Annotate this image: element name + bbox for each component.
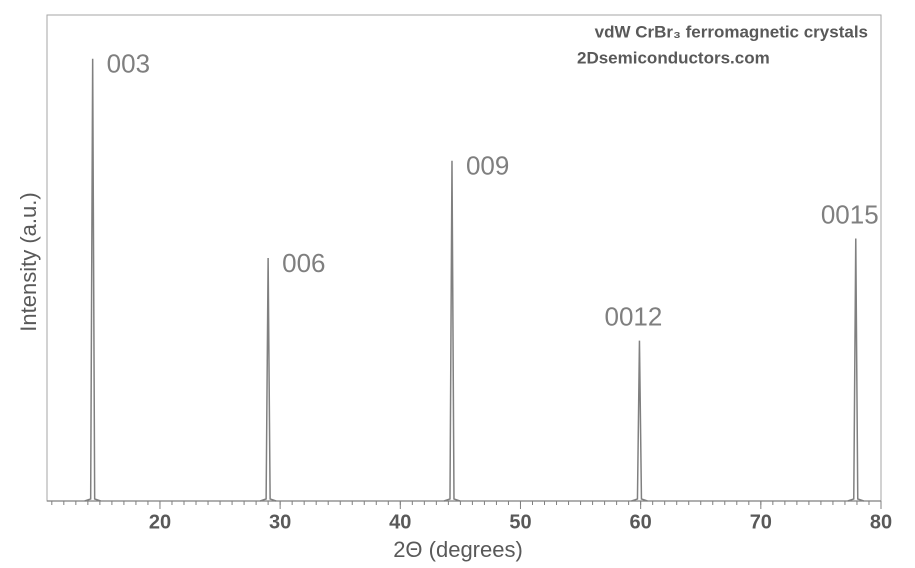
peak-label: 0015 — [821, 199, 879, 229]
y-axis-label: Intensity (a.u.) — [16, 192, 41, 331]
x-tick-label: 40 — [389, 511, 411, 533]
x-axis-label: 2Θ (degrees) — [393, 537, 523, 562]
peak-label: 003 — [107, 49, 150, 79]
peak-label: 006 — [282, 248, 325, 278]
peak-label: 0012 — [605, 301, 663, 331]
chart-subtitle: 2Dsemiconductors.com — [577, 48, 770, 67]
x-tick-label: 50 — [509, 511, 531, 533]
x-tick-label: 70 — [750, 511, 772, 533]
x-tick-label: 30 — [269, 511, 291, 533]
x-tick-label: 20 — [149, 511, 171, 533]
peak — [84, 58, 101, 502]
x-tick-label: 60 — [630, 511, 652, 533]
peak — [443, 160, 461, 502]
x-tick-label: 80 — [870, 511, 892, 533]
peak-label: 009 — [466, 151, 509, 181]
peak — [847, 238, 865, 502]
chart-title: vdW CrBr₃ ferromagnetic crystals — [595, 22, 868, 41]
plot-frame — [46, 14, 882, 502]
peak — [259, 257, 277, 502]
peak — [631, 340, 648, 502]
